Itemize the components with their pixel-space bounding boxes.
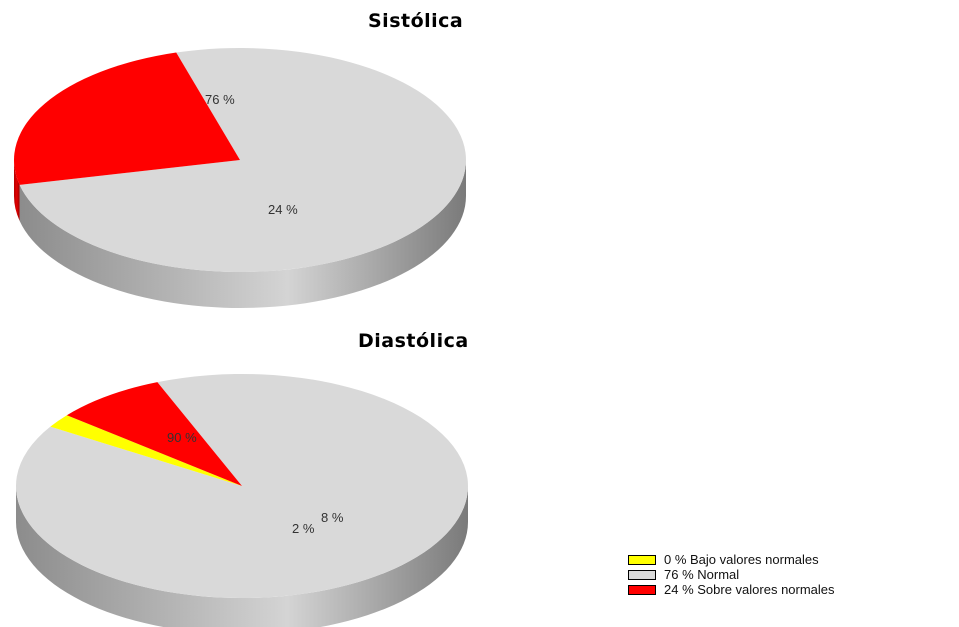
chart-title-sistolica: Sistólica	[368, 10, 464, 32]
pie-side-0	[19, 160, 467, 308]
legend-label-sobre: 24 % Sobre valores normales	[664, 582, 835, 597]
legend-label-normal: 76 % Normal	[664, 567, 740, 582]
pie-side-0	[16, 486, 468, 627]
legend-item-bajo: 0 % Bajo valores normales	[628, 552, 835, 567]
pie-slice-0	[15, 374, 468, 599]
pie-side-1	[14, 160, 20, 221]
pie-slice-label-1: 2 %	[292, 521, 315, 536]
legend: 0 % Bajo valores normales 76 % Normal 24…	[628, 552, 835, 597]
pie-slice-label-1: 24 %	[268, 202, 298, 217]
pie-slice-label-2: 8 %	[321, 510, 344, 525]
legend-swatch-yellow	[628, 554, 656, 565]
legend-item-sobre: 24 % Sobre valores normales	[628, 582, 835, 597]
pie-slice-1	[50, 415, 243, 486]
pie-sides	[14, 160, 467, 308]
pie-slice-1	[13, 52, 240, 185]
pie-slice-2	[66, 382, 242, 486]
pie-sides	[16, 486, 468, 627]
legend-label-bajo: 0 % Bajo valores normales	[664, 552, 819, 567]
chart-title-diastolica: Diastólica	[358, 330, 469, 352]
pie-slice-label-0: 90 %	[167, 430, 197, 445]
pie-slice-label-0: 76 %	[205, 92, 235, 107]
pie-diastolica: 90 % 2 % 8 %	[15, 374, 468, 627]
legend-swatch-gray	[628, 569, 656, 580]
legend-swatch-red	[628, 584, 656, 595]
pie-sistolica: 76 % 24 %	[13, 48, 467, 308]
legend-item-normal: 76 % Normal	[628, 567, 835, 582]
pie-slice-0	[19, 48, 466, 273]
